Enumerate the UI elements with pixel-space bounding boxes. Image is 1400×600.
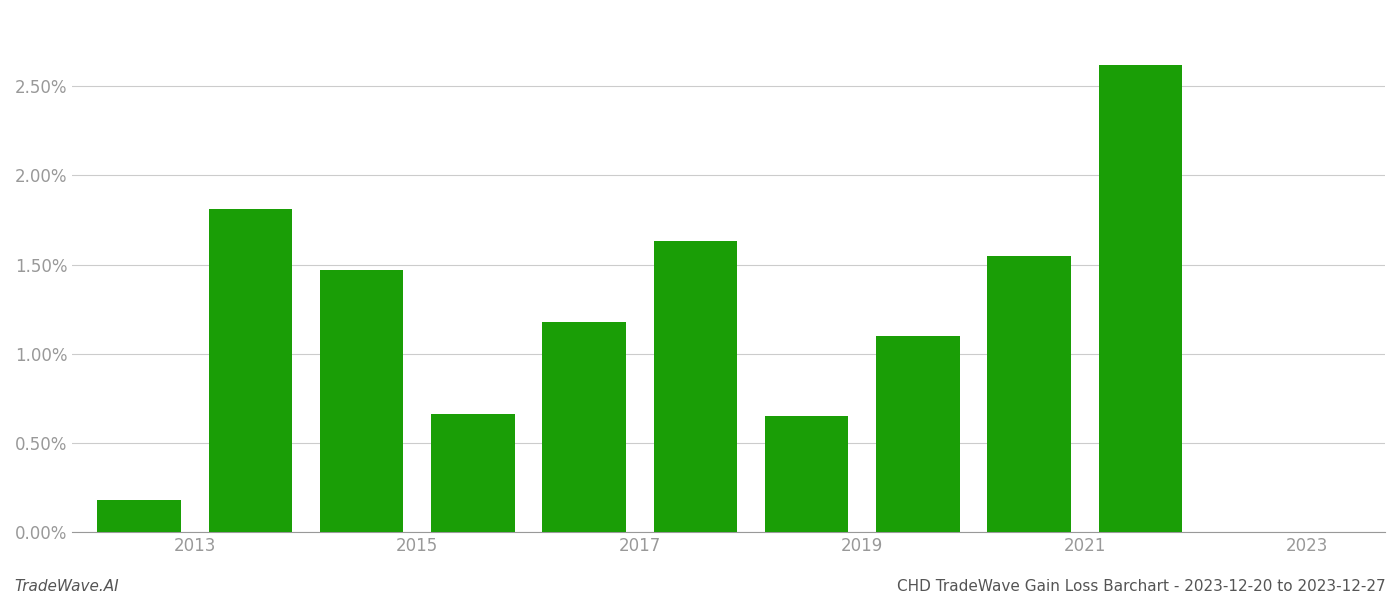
Text: TradeWave.AI: TradeWave.AI	[14, 579, 119, 594]
Bar	[764, 416, 848, 532]
Bar	[1099, 65, 1182, 532]
Text: CHD TradeWave Gain Loss Barchart - 2023-12-20 to 2023-12-27: CHD TradeWave Gain Loss Barchart - 2023-…	[897, 579, 1386, 594]
Bar	[876, 336, 959, 532]
Bar	[209, 209, 293, 532]
Bar	[654, 241, 736, 532]
Bar	[319, 270, 403, 532]
Bar	[431, 415, 515, 532]
Bar	[98, 500, 181, 532]
Bar	[987, 256, 1071, 532]
Bar	[542, 322, 626, 532]
